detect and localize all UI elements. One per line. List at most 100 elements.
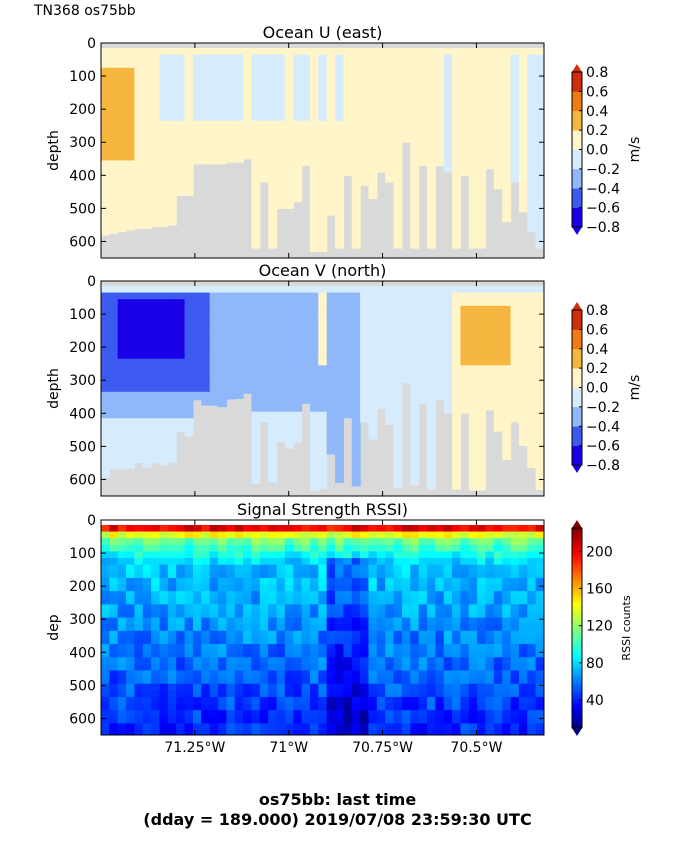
heatmap-cell [493,81,503,89]
heatmap-cell [510,591,520,599]
heatmap-cell [376,551,386,559]
heatmap-cell [527,186,537,195]
heatmap-cell [243,114,253,122]
heatmap-cell [493,644,503,652]
heatmap-cell [142,670,152,678]
heatmap-cell [209,319,219,327]
heatmap-cell [426,100,436,109]
heatmap-cell [192,81,202,89]
heatmap-cell [343,74,353,82]
heatmap-cell [268,378,278,386]
heatmap-cell [468,371,478,380]
heatmap-cell [335,193,344,201]
heatmap-cell [301,716,311,725]
heatmap-cell [335,405,344,413]
heatmap-cell [318,167,328,175]
heatmap-cell [443,391,453,400]
heatmap-cell [401,371,411,380]
heatmap-cell [401,531,411,539]
heatmap-cell [117,219,127,228]
heatmap-cell [318,285,328,294]
heatmap-cell [393,690,403,698]
heatmap-cell [385,54,395,62]
heatmap-cell [276,173,286,181]
heatmap-cell [468,690,478,698]
heatmap-cell [268,120,278,128]
heatmap-cell [301,538,311,546]
heatmap-cell [159,140,169,148]
heatmap-cell [326,61,336,69]
heatmap-cell [343,391,353,400]
heatmap-cell [493,591,503,599]
heatmap-cell [343,107,353,115]
heatmap-cell [134,107,144,115]
heatmap-cell [293,637,303,645]
heatmap-cell [151,81,161,89]
heatmap-cell [268,285,278,294]
heatmap-cell [393,471,403,479]
heatmap-cell [393,464,403,472]
heatmap-cell [318,650,328,658]
heatmap-cell [142,418,152,426]
heatmap-cell [326,167,336,175]
heatmap-cell [493,730,503,735]
heatmap-cell [293,338,303,347]
heatmap-cell [326,723,336,731]
heatmap-cell [218,531,227,539]
heatmap-cell [318,558,328,566]
heatmap-cell [301,391,311,400]
heatmap-cell [368,624,378,632]
heatmap-cell [360,551,370,559]
heatmap-cell [142,54,152,62]
heatmap-cell [268,133,278,142]
heatmap-cell [293,167,303,175]
heatmap-cell [234,325,244,333]
heatmap-cell [301,160,311,166]
heatmap-cell [502,365,512,373]
heatmap-cell [393,74,403,82]
heatmap-cell [268,591,278,599]
heatmap-cell [126,624,136,632]
heatmap-cell [368,670,378,678]
heatmap-cell [318,312,328,320]
heatmap-cell [151,114,161,122]
heatmap-cell [460,81,470,89]
heatmap-cell [485,147,495,155]
y-tick-label: 0 [87,274,96,290]
heatmap-cell [293,617,303,625]
heatmap-cell [351,710,361,718]
heatmap-cell [234,352,244,360]
heatmap-cell [151,444,161,452]
heatmap-cell [126,305,136,314]
heatmap-cell [151,451,161,459]
heatmap-cell [284,624,294,632]
heatmap-cell [335,358,344,366]
heatmap-cell [234,140,244,148]
heatmap-cell [452,444,462,452]
heatmap-cell [101,120,110,128]
heatmap-cell [493,617,503,625]
heatmap-cell [401,319,411,327]
heatmap-cell [460,385,470,393]
heatmap-cell [301,325,311,333]
heatmap-cell [101,690,110,698]
heatmap-cell [435,524,445,533]
heatmap-cell [159,206,169,214]
heatmap-cell [284,299,294,307]
heatmap-cell [243,723,253,731]
heatmap-cell [284,558,294,566]
heatmap-cell [527,663,537,672]
heatmap-cell [201,716,211,725]
heatmap-cell [243,571,253,579]
heatmap-cell [293,120,303,128]
heatmap-cell [351,451,361,459]
heatmap-cell [134,74,144,82]
heatmap-cell [276,524,286,533]
heatmap-cell [493,564,503,572]
heatmap-cell [335,716,344,725]
heatmap-cell [393,371,403,380]
heatmap-cell [351,173,361,181]
heatmap-cell [418,524,428,533]
heatmap-cell [117,464,127,470]
heatmap-cell [293,564,303,572]
